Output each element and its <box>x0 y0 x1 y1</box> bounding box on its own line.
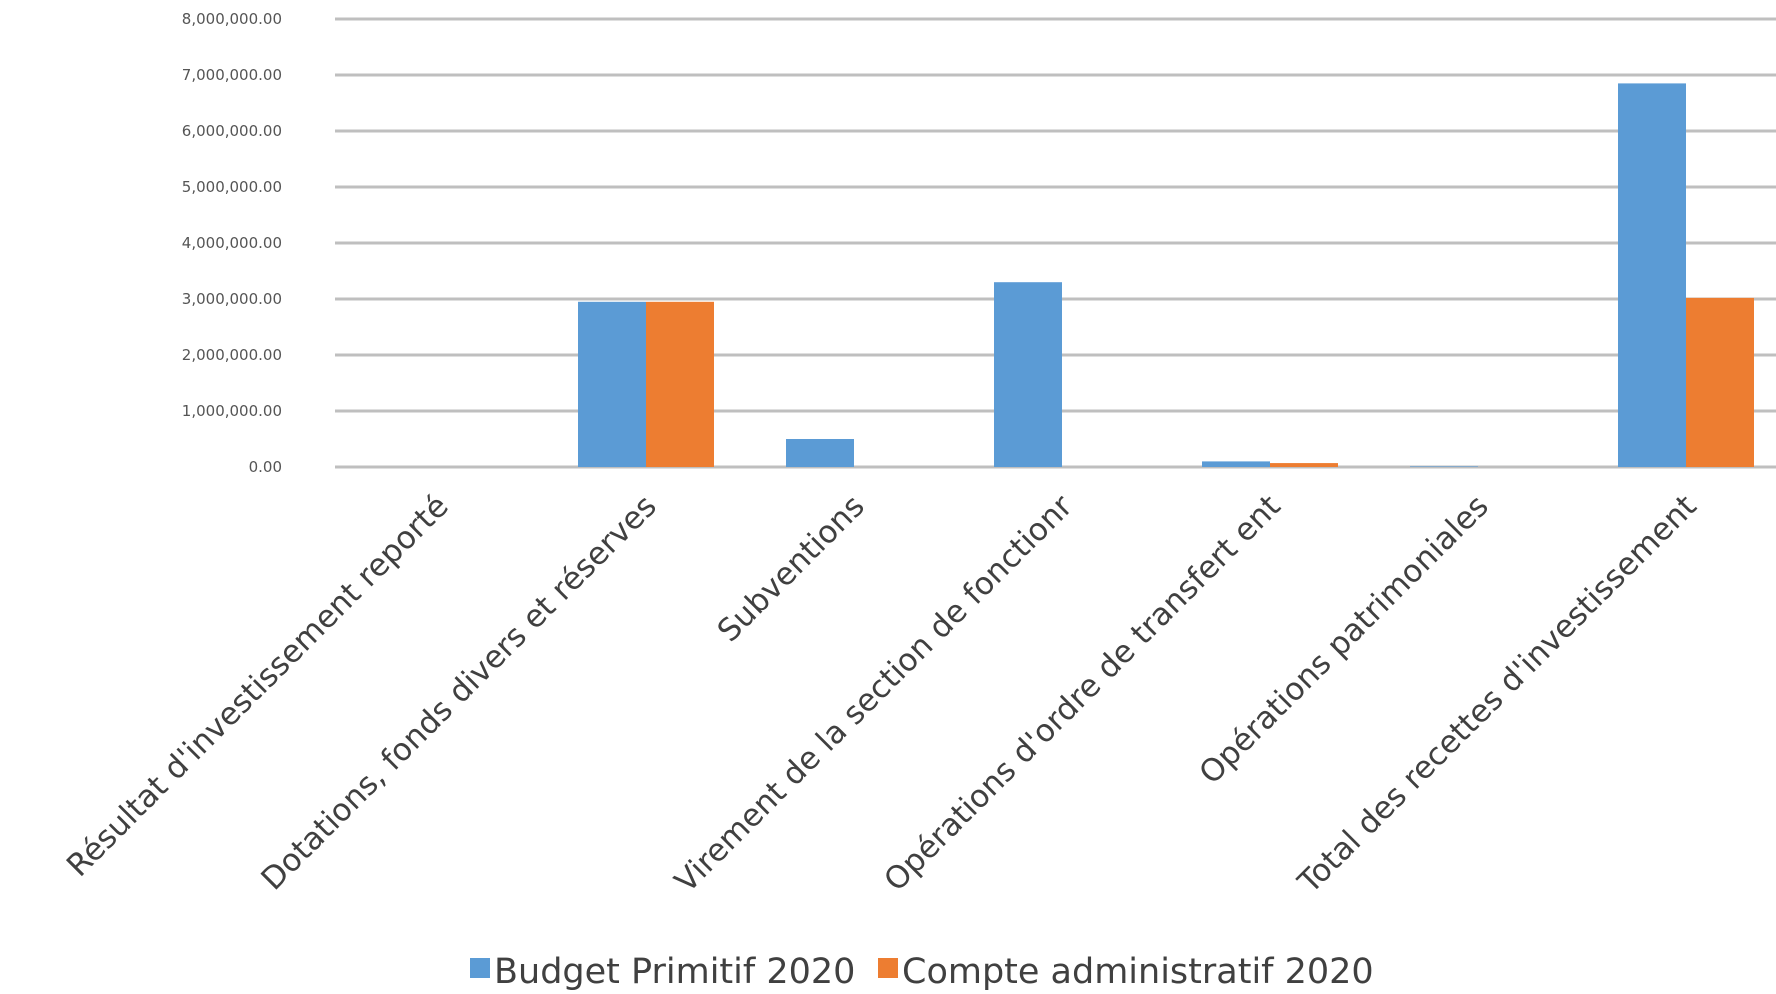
bars <box>578 83 1754 468</box>
x-tick-label: Subventions <box>711 488 872 649</box>
bar <box>1410 466 1478 467</box>
x-tick-label: Résultat d'investissement reporté <box>60 488 456 884</box>
bar <box>994 282 1062 467</box>
legend-swatch <box>470 958 490 978</box>
y-tick-label: 1,000,000.00 <box>182 402 282 420</box>
legend-label: Budget Primitif 2020 <box>494 952 855 992</box>
bar <box>786 439 854 467</box>
y-tick-label: 6,000,000.00 <box>182 122 282 140</box>
y-tick-label: 2,000,000.00 <box>182 346 282 364</box>
bar <box>1618 83 1686 468</box>
y-tick-label: 8,000,000.00 <box>182 10 282 28</box>
x-tick-label: Virement de la section de fonctionr <box>668 488 1080 900</box>
bar <box>1202 461 1270 467</box>
legend-label: Compte administratif 2020 <box>902 952 1374 992</box>
x-tick-label: Opérations d'ordre de transfert ent <box>877 488 1287 898</box>
x-axis-labels: Résultat d'investissement reportéDotatio… <box>60 488 1704 901</box>
bar <box>1270 463 1338 467</box>
y-tick-label: 4,000,000.00 <box>182 234 282 252</box>
legend: Budget Primitif 2020 Compte administratif… <box>470 952 1374 992</box>
bar <box>646 301 714 467</box>
bar <box>578 301 646 467</box>
x-tick-label: Dotations, fonds divers et réserves <box>254 488 663 897</box>
y-axis-labels: 0.00 1,000,000.00 2,000,000.00 3,000,000.00… <box>182 10 282 476</box>
y-tick-label: 7,000,000.00 <box>182 66 282 84</box>
gridlines <box>335 17 1776 469</box>
x-tick-label: Total des recettes d'investissement <box>1291 488 1704 901</box>
y-tick-label: 5,000,000.00 <box>182 178 282 196</box>
y-tick-label: 0.00 <box>249 458 282 476</box>
y-tick-label: 3,000,000.00 <box>182 290 282 308</box>
bar <box>1686 297 1754 467</box>
legend-swatch <box>878 958 898 978</box>
